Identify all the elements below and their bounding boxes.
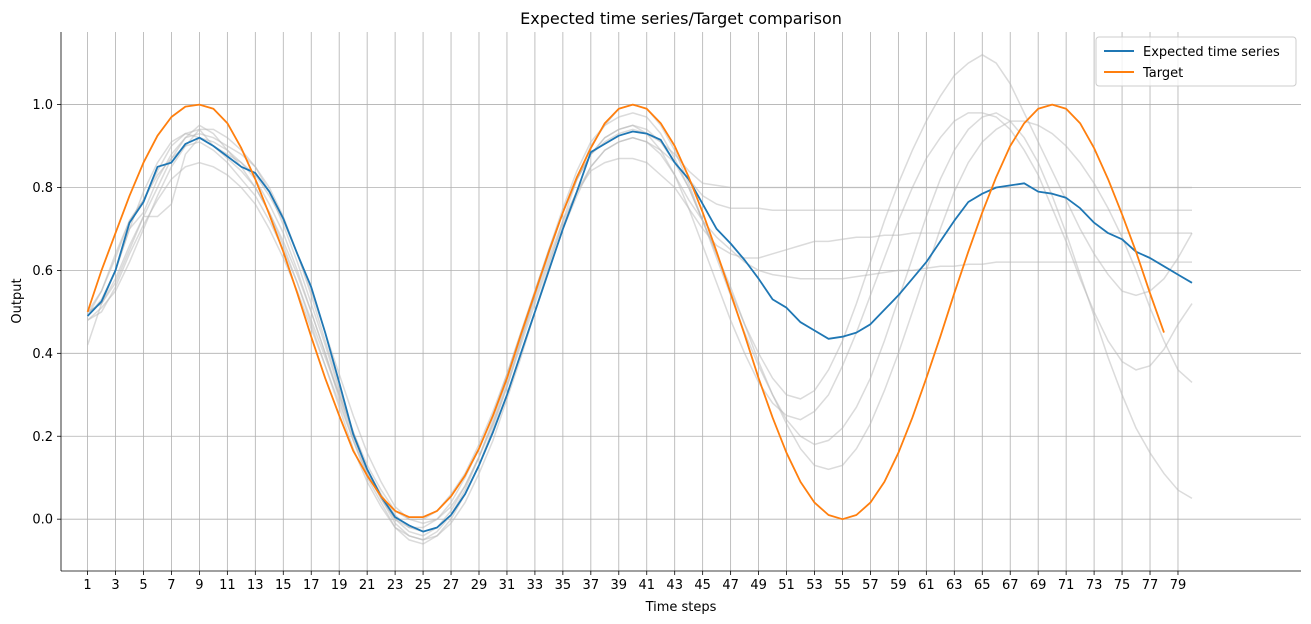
y-axis-title: Output <box>10 278 25 323</box>
axes <box>60 32 1301 572</box>
x-tick-label: 41 <box>638 578 655 593</box>
background-sample-line <box>87 128 1192 537</box>
x-tick-label: 61 <box>918 578 935 593</box>
legend: Expected time series Target <box>1095 36 1297 87</box>
background-sample-line <box>87 53 1193 529</box>
y-axis-ticks: 0.0 0.2 0.4 0.6 0.8 1.0 <box>32 98 61 528</box>
x-tick-label: 49 <box>750 578 767 593</box>
x-tick-label: 7 <box>167 578 175 593</box>
background-sample-line <box>87 112 1193 545</box>
x-tick-label: 57 <box>862 578 879 593</box>
legend-label-expected: Expected time series <box>1143 45 1280 60</box>
x-tick-label: 73 <box>1086 578 1103 593</box>
x-tick-label: 5 <box>139 578 147 593</box>
x-tick-label: 15 <box>275 578 292 593</box>
x-axis-title: Time steps <box>645 600 717 615</box>
x-tick-label: 47 <box>722 578 739 593</box>
x-tick-label: 31 <box>499 578 516 593</box>
x-tick-label: 67 <box>1002 578 1019 593</box>
legend-box <box>1095 36 1297 87</box>
x-tick-label: 11 <box>219 578 236 593</box>
x-tick-label: 1 <box>83 578 91 593</box>
x-tick-label: 29 <box>471 578 488 593</box>
x-tick-label: 17 <box>303 578 320 593</box>
grid-lines <box>61 32 1301 571</box>
expected-series-line <box>86 130 1193 533</box>
x-axis-ticks: 1 3 5 7 9 11 13 15 17 19 21 23 25 27 29 31 33 35 37 39 41 43 4… <box>83 571 1186 593</box>
x-tick-label: 63 <box>946 578 963 593</box>
y-tick-label: 0.4 <box>32 347 53 362</box>
x-tick-label: 69 <box>1030 578 1047 593</box>
series-lines <box>86 103 1193 533</box>
y-tick-label: 0.8 <box>32 181 53 196</box>
x-tick-label: 37 <box>583 578 600 593</box>
x-tick-label: 39 <box>611 578 628 593</box>
x-tick-label: 79 <box>1170 578 1187 593</box>
x-tick-label: 51 <box>778 578 795 593</box>
background-sample-lines <box>86 53 1193 545</box>
x-tick-label: 25 <box>415 578 432 593</box>
background-sample-line <box>86 128 1192 541</box>
y-tick-label: 1.0 <box>32 98 53 113</box>
x-tick-label: 33 <box>527 578 544 593</box>
x-tick-label: 71 <box>1058 578 1075 593</box>
x-tick-label: 55 <box>834 578 851 593</box>
x-tick-label: 65 <box>974 578 991 593</box>
y-tick-label: 0.6 <box>32 264 53 279</box>
target-series-line <box>86 103 1165 521</box>
background-sample-line <box>87 136 1192 525</box>
x-tick-label: 53 <box>806 578 823 593</box>
x-tick-label: 3 <box>111 578 119 593</box>
x-tick-label: 75 <box>1114 578 1131 593</box>
x-tick-label: 35 <box>555 578 572 593</box>
legend-label-target: Target <box>1142 66 1183 81</box>
x-tick-label: 23 <box>387 578 404 593</box>
x-tick-label: 45 <box>694 578 711 593</box>
y-tick-label: 0.0 <box>32 513 53 528</box>
chart-title: Expected time series/Target comparison <box>520 9 842 28</box>
x-tick-label: 19 <box>331 578 348 593</box>
background-sample-line <box>87 103 1193 541</box>
y-tick-label: 0.2 <box>32 430 53 445</box>
x-tick-label: 77 <box>1142 578 1159 593</box>
background-sample-line <box>86 112 1193 520</box>
x-tick-label: 9 <box>195 578 203 593</box>
x-tick-label: 43 <box>666 578 683 593</box>
x-tick-label: 13 <box>247 578 264 593</box>
x-tick-label: 59 <box>890 578 907 593</box>
x-tick-label: 27 <box>443 578 460 593</box>
x-tick-label: 21 <box>359 578 376 593</box>
